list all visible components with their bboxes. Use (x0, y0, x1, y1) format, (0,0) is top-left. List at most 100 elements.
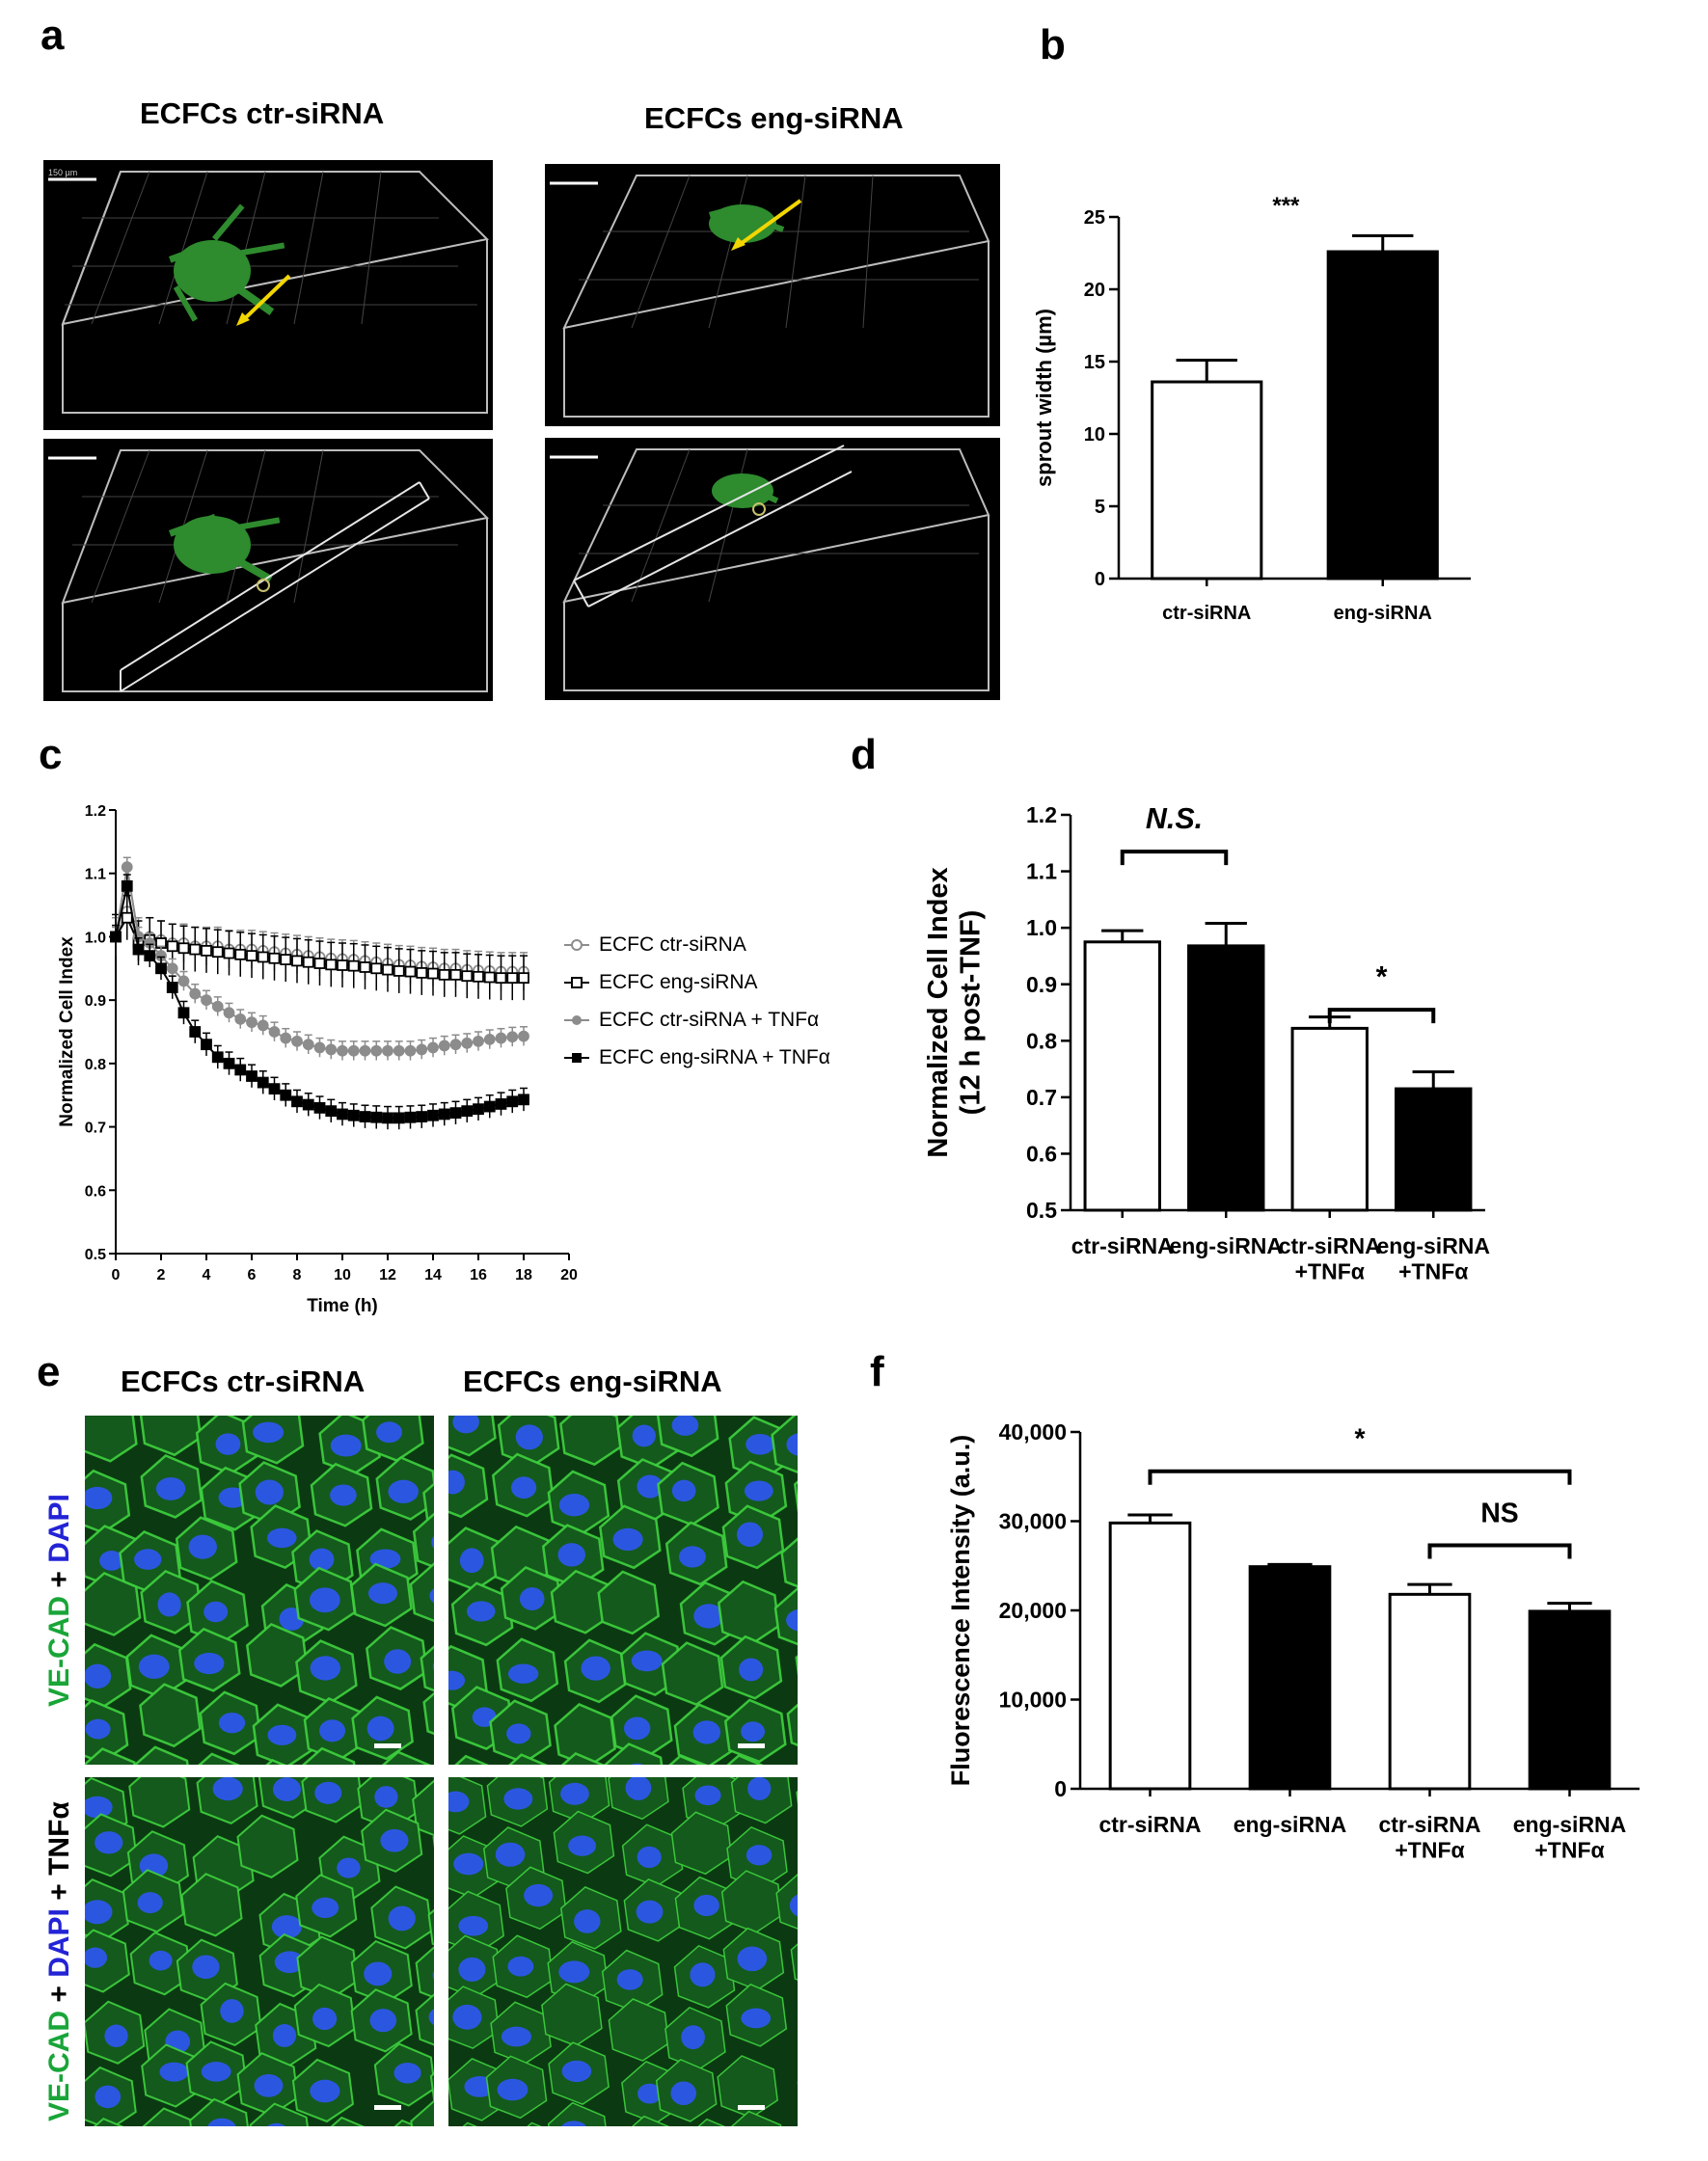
data-point (427, 1109, 439, 1121)
cell-nucleus (312, 1897, 339, 1919)
data-point (223, 947, 235, 959)
cell-membrane (422, 1691, 434, 1736)
cell-membrane (717, 2055, 778, 2119)
data-point (495, 972, 507, 985)
legend-item: ECFC ctr-siRNA + TNFα (564, 1001, 830, 1039)
x-tick-label: 20 (560, 1267, 578, 1283)
sprout-render-ctr-top: 150 µm (48, 168, 490, 414)
x-tick-label-line: eng-siRNA (1513, 1812, 1627, 1837)
data-point (166, 982, 178, 993)
x-tick-label: 14 (424, 1267, 442, 1283)
cell-nucleus (786, 1433, 798, 1456)
data-point (518, 972, 529, 985)
data-point (246, 1016, 258, 1029)
bar (1151, 380, 1263, 581)
cell-nucleus (637, 2083, 663, 2104)
cell-nucleus (253, 1421, 285, 1444)
significance-label: *** (1272, 193, 1300, 219)
cell-membrane (786, 1703, 798, 1746)
cell-nucleus (267, 2122, 285, 2126)
y-tick-label: 25 (1084, 207, 1105, 229)
data-point (144, 950, 156, 962)
cell-nucleus (612, 1527, 643, 1552)
legend-label: ECFC eng-siRNA (599, 970, 758, 993)
x-tick-label: 18 (515, 1267, 532, 1283)
panel-letter-c: c (39, 731, 63, 778)
cell-nucleus (215, 1433, 241, 1455)
cell-nucleus (218, 1712, 246, 1734)
x-tick-label-line: +TNFα (1395, 1837, 1464, 1862)
cell-nucleus (212, 1777, 243, 1801)
data-point (325, 1043, 338, 1056)
bar (1528, 1609, 1612, 1791)
cell-membrane (631, 2115, 670, 2126)
cell-membrane (410, 2099, 434, 2126)
sprout-image-eng-top (545, 164, 1000, 426)
data-point (268, 1026, 281, 1038)
cell-nucleus (694, 1785, 721, 1806)
series (110, 874, 529, 1130)
significance-label: * (1376, 960, 1388, 993)
y-tick-label: 0.9 (85, 993, 106, 1010)
cell-nucleus (452, 2004, 482, 2030)
y-tick-label: 0.8 (85, 1057, 106, 1073)
data-point (393, 1044, 405, 1057)
x-tick-label: eng-siRNA +TNFα (1513, 1812, 1627, 1862)
cell-nucleus (741, 1721, 766, 1742)
x-tick-label-line: ctr-siRNA (1071, 1233, 1174, 1258)
cell-nucleus (104, 2024, 128, 2047)
cell-nucleus (95, 1831, 123, 1854)
cell-nucleus (507, 1956, 534, 1977)
cell-nucleus (631, 1650, 663, 1672)
x-tick-label: ctr-siRNA +TNFα (1279, 1233, 1381, 1283)
panel-e-row-label-1: VE-CAD + DAPI (43, 1494, 76, 1707)
significance-bracket (1327, 1008, 1436, 1024)
y-axis-label-line: (12 h post-TNF) (955, 910, 986, 1116)
cell-nucleus (747, 1777, 772, 1800)
data-point (302, 1039, 314, 1051)
cell-nucleus (337, 1857, 361, 1878)
cell-nucleus (739, 1658, 764, 1682)
cell-membrane (133, 1745, 189, 1765)
cell-nucleus (568, 1835, 597, 1856)
data-point (347, 1044, 360, 1057)
data-point (177, 975, 190, 987)
cell-nucleus (85, 1486, 113, 1510)
bar (1083, 940, 1161, 1212)
data-point (166, 940, 178, 953)
data-point (347, 1109, 360, 1121)
data-point (291, 1095, 303, 1108)
data-point (189, 943, 202, 956)
data-point (449, 968, 462, 981)
cell-nucleus (319, 1719, 346, 1742)
x-tick-label: eng-siRNA +TNFα (1376, 1233, 1490, 1283)
cell-membrane (795, 1655, 798, 1676)
x-tick-label-line: +TNFα (1398, 1258, 1468, 1283)
cell-nucleus (255, 1479, 284, 1505)
data-point (257, 1019, 269, 1032)
y-tick-label: 0 (1095, 569, 1105, 590)
cell-membrane (429, 2071, 434, 2106)
cell-membrane (597, 1570, 661, 1635)
cell-nucleus (741, 2008, 772, 2029)
x-tick-label-line: ctr-siRNA (1162, 603, 1251, 624)
data-point (201, 944, 212, 957)
legend-item: ECFC eng-siRNA + TNFα (564, 1039, 830, 1076)
cell-nucleus (330, 1434, 362, 1457)
cell-membrane (128, 1777, 191, 1828)
cell-nucleus (448, 1470, 465, 1495)
cell-nucleus (737, 1522, 764, 1548)
x-tick-label-line: eng-siRNA (1234, 1812, 1347, 1837)
data-point (337, 1044, 348, 1057)
data-point (155, 962, 167, 975)
cell-nucleus (312, 2007, 338, 2031)
cell-membrane (541, 1983, 603, 2047)
cell-nucleus (309, 1548, 335, 1571)
cell-membrane (773, 1586, 798, 1646)
cell-membrane (661, 1641, 724, 1707)
fluorescence-image-ctr-tnf (85, 1777, 434, 2126)
x-tick-label: 8 (293, 1267, 302, 1283)
data-point (280, 954, 292, 965)
data-point (404, 965, 417, 978)
cell-nucleus (506, 1723, 531, 1744)
